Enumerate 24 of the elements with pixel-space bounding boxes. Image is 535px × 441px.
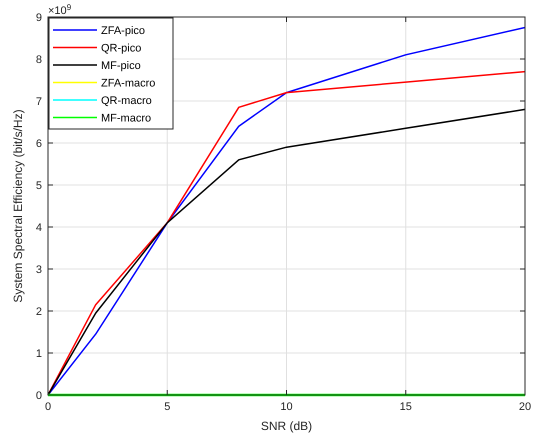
legend-label: QR-macro [101, 95, 152, 107]
y-tick-label: 7 [36, 96, 42, 108]
legend-label: MF-macro [101, 112, 152, 124]
y-tick-label: 2 [36, 306, 42, 318]
y-tick-label: 5 [36, 180, 42, 192]
y-tick-label: 1 [36, 348, 42, 360]
y-tick-label: 3 [36, 264, 42, 276]
y-axis-title: System Spectral Efficiency (bit/s/Hz) [11, 109, 25, 303]
y-tick-label: 8 [36, 54, 42, 66]
x-axis-title: SNR (dB) [260, 419, 312, 433]
y-tick-label: 9 [36, 12, 42, 24]
legend-label: QR-pico [101, 42, 142, 54]
x-tick-label: 5 [164, 401, 170, 413]
y-tick-label: 6 [36, 138, 42, 150]
legend-label: ZFA-macro [101, 78, 156, 90]
legend-label: ZFA-pico [101, 25, 146, 37]
x-tick-label: 15 [400, 401, 412, 413]
y-tick-label: 0 [36, 390, 42, 402]
x-tick-label: 20 [518, 401, 532, 413]
y-tick-label: 4 [36, 222, 42, 234]
x-tick-label: 0 [44, 401, 52, 413]
x-tick-label: 10 [280, 401, 293, 413]
annotation: ×10$^{9}$ [48, 2, 72, 17]
legend-label: MF-pico [101, 60, 141, 72]
